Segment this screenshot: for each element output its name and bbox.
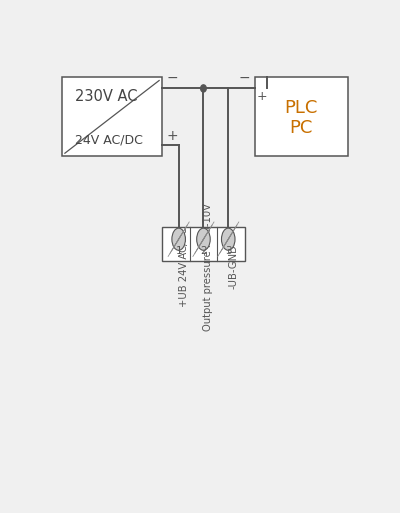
Text: −: − (238, 70, 250, 85)
Text: PC: PC (290, 119, 313, 137)
Text: 3: 3 (225, 246, 232, 256)
Text: PLC: PLC (284, 99, 318, 117)
Text: +: + (257, 90, 268, 103)
Text: Output pressure Pa 0-10V: Output pressure Pa 0-10V (204, 203, 214, 331)
Ellipse shape (222, 228, 235, 250)
Ellipse shape (197, 228, 210, 250)
Bar (62, 77, 162, 156)
Text: 230V AC: 230V AC (75, 89, 137, 104)
Text: 2: 2 (200, 246, 207, 256)
Text: +: + (166, 129, 178, 143)
Circle shape (201, 85, 206, 92)
Bar (162, 227, 245, 261)
Text: 24V AC/DC: 24V AC/DC (75, 133, 143, 147)
Text: −: − (166, 70, 178, 85)
Text: +UB 24V AC/DC: +UB 24V AC/DC (179, 227, 189, 307)
Ellipse shape (172, 228, 186, 250)
Text: -UB-GND: -UB-GND (228, 245, 238, 289)
Bar (255, 77, 348, 156)
Text: 1: 1 (175, 246, 182, 256)
